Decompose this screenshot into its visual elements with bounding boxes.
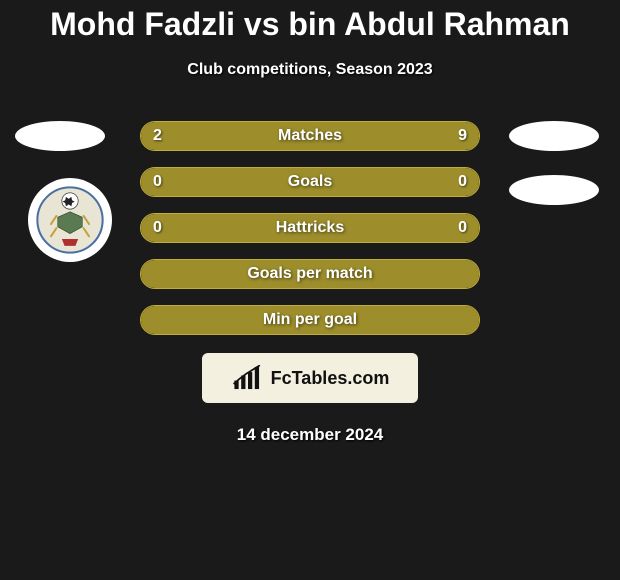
stat-row: Min per goal — [140, 305, 480, 335]
stat-label: Goals per match — [141, 265, 479, 283]
page-title: Mohd Fadzli vs bin Abdul Rahman — [0, 0, 620, 43]
stat-row: Goals per match — [140, 259, 480, 289]
club-crest-left — [28, 178, 112, 262]
stat-label: Matches — [141, 127, 479, 145]
stat-label: Min per goal — [141, 311, 479, 329]
crest-icon — [36, 186, 104, 254]
club-avatar-right — [509, 175, 599, 205]
brand-box[interactable]: FcTables.com — [202, 353, 418, 403]
stats-container: 29Matches 00Goals 00Hattricks Goals per mat… — [140, 121, 480, 335]
player-avatar-left — [15, 121, 105, 151]
stat-label: Goals — [141, 173, 479, 191]
subtitle: Club competitions, Season 2023 — [0, 61, 620, 79]
player-avatar-right — [509, 121, 599, 151]
stat-row: 00Goals — [140, 167, 480, 197]
chart-icon — [231, 365, 265, 391]
stat-row: 29Matches — [140, 121, 480, 151]
stat-label: Hattricks — [141, 219, 479, 237]
brand-label: FcTables.com — [271, 368, 390, 389]
snapshot-date: 14 december 2024 — [0, 425, 620, 445]
stat-row: 00Hattricks — [140, 213, 480, 243]
